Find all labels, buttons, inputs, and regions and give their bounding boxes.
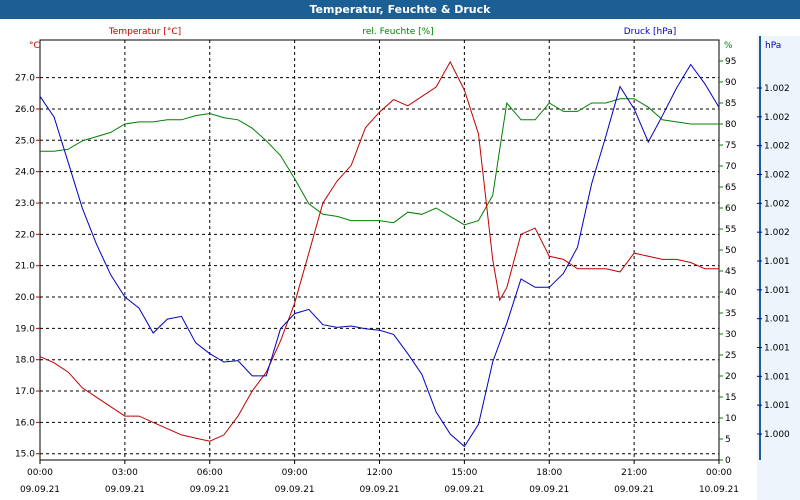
- time-tick-label: 12:00: [367, 468, 393, 478]
- pressure-axis-line: [759, 36, 761, 460]
- pressure-tick-label: 1.002: [764, 171, 790, 181]
- pressure-axis: 1.000 1.001 1.001 1.001 1.001 1.001 1.001 1.002…: [757, 84, 790, 440]
- humidity-tick-label: 55: [725, 225, 736, 235]
- humidity-tick-label: 80: [725, 120, 737, 130]
- pressure-tick-label: 1.002: [764, 199, 790, 209]
- humidity-tick-label: 60: [725, 204, 737, 214]
- humidity-tick-label: 15: [725, 393, 736, 403]
- temperature-tick-label: 19.0: [15, 324, 35, 334]
- date-tick-label: 09.09.21: [190, 485, 230, 495]
- pressure-tick-label: 1.001: [764, 315, 790, 325]
- humidity-tick-label: 5: [725, 435, 731, 445]
- pressure-tick-label: 1.001: [764, 257, 790, 267]
- humidity-tick-label: 20: [725, 372, 737, 382]
- pressure-unit-label: hPa: [765, 41, 781, 51]
- pressure-tick-label: 1.000: [764, 430, 790, 440]
- humidity-tick-label: 75: [725, 141, 736, 151]
- temperature-tick-label: 15.0: [15, 450, 35, 460]
- humidity-tick-label: 0: [725, 456, 731, 466]
- temperature-tick-label: 25.0: [15, 136, 35, 146]
- time-tick-label: 00:00: [27, 468, 53, 478]
- time-tick-label: 03:00: [112, 468, 138, 478]
- temperature-tick-label: 18.0: [15, 356, 35, 366]
- time-tick-label: 21:00: [621, 468, 647, 478]
- pressure-tick-label: 1.002: [764, 142, 790, 152]
- legend-humidity: rel. Feuchte [%]: [362, 27, 433, 37]
- humidity-tick-label: 85: [725, 99, 736, 109]
- humidity-tick-label: 70: [725, 162, 737, 172]
- time-axis: 00:00 09.09.21 03:00 09.09.21 06:00 09.09.21 0…: [20, 460, 739, 495]
- humidity-tick-label: 50: [725, 246, 737, 256]
- date-tick-label: 09.09.21: [529, 485, 569, 495]
- pressure-tick-label: 1.001: [764, 344, 790, 354]
- temperature-tick-label: 27.0: [15, 74, 35, 84]
- humidity-tick-label: 10: [725, 414, 737, 424]
- humidity-tick-label: 40: [725, 288, 737, 298]
- time-tick-label: 15:00: [451, 468, 477, 478]
- date-tick-label: 09.09.21: [444, 485, 484, 495]
- humidity-unit-label: %: [724, 41, 733, 51]
- date-tick-label: 09.09.21: [614, 485, 654, 495]
- temperature-tick-label: 24.0: [15, 168, 35, 178]
- series-line-temperature: [39, 60, 719, 442]
- temperature-tick-label: 17.0: [15, 387, 35, 397]
- temperature-tick-label: 22.0: [15, 230, 35, 240]
- date-tick-label: 09.09.21: [359, 485, 399, 495]
- time-tick-label: 00:00: [706, 468, 732, 478]
- date-tick-label: 09.09.21: [105, 485, 145, 495]
- humidity-tick-label: 25: [725, 351, 736, 361]
- humidity-tick-label: 65: [725, 183, 736, 193]
- pressure-tick-label: 1.002: [764, 228, 790, 238]
- temperature-tick-label: 16.0: [15, 418, 35, 428]
- pressure-tick-label: 1.001: [764, 372, 790, 382]
- time-tick-label: 18:00: [536, 468, 562, 478]
- humidity-tick-label: 30: [725, 330, 737, 340]
- time-tick-label: 06:00: [197, 468, 223, 478]
- humidity-tick-label: 35: [725, 309, 736, 319]
- legend-pressure: Druck [hPa]: [624, 27, 677, 37]
- humidity-axis: 0 5 10 15 20 25 30 35 40 45 50 55 60 65 70 75 80 85 90 95: [719, 57, 737, 466]
- grid: [40, 40, 719, 460]
- temperature-tick-label: 20.0: [15, 293, 35, 303]
- pressure-tick-label: 1.002: [764, 113, 790, 123]
- time-tick-label: 09:00: [282, 468, 308, 478]
- pressure-tick-label: 1.001: [764, 286, 790, 296]
- temperature-tick-label: 26.0: [15, 105, 35, 115]
- date-tick-label: 09.09.21: [275, 485, 315, 495]
- humidity-tick-label: 45: [725, 267, 736, 277]
- pressure-tick-label: 1.002: [764, 84, 790, 94]
- window-title: Temperatur, Feuchte & Druck: [0, 0, 800, 19]
- pressure-tick-label: 1.001: [764, 401, 790, 411]
- series-line-humidity: [40, 98, 719, 226]
- series-line-pressure: [39, 63, 720, 448]
- temperature-tick-label: 23.0: [15, 199, 35, 209]
- date-tick-label: 10.09.21: [699, 485, 739, 495]
- humidity-tick-label: 95: [725, 57, 736, 67]
- date-tick-label: 09.09.21: [20, 485, 60, 495]
- legend-temperature: Temperatur [°C]: [108, 27, 181, 37]
- pressure-axis-panel: [757, 36, 800, 500]
- temperature-tick-label: 21.0: [15, 262, 35, 272]
- humidity-tick-label: 90: [725, 78, 737, 88]
- temperature-axis: 15.0 16.0 17.0 18.0 19.0 20.0 21.0 22.0 23.0 24.0…: [15, 74, 40, 460]
- temperature-unit-label: °C: [29, 41, 40, 51]
